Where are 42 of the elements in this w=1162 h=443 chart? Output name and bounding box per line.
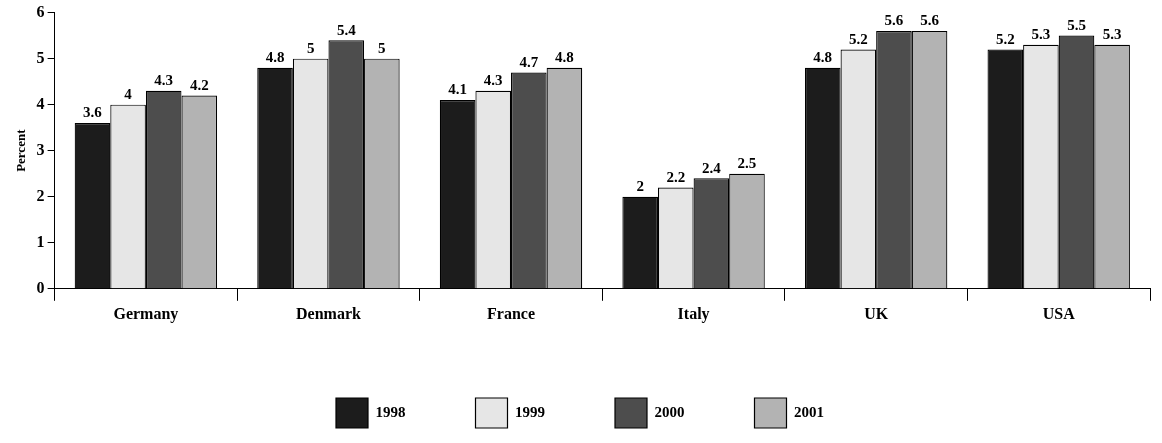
data-label: 5.2	[848, 30, 868, 47]
data-label: 5.6	[920, 12, 940, 29]
data-label: 2.5	[737, 155, 757, 172]
x-tick-label: Denmark	[296, 304, 361, 322]
data-label: 3.6	[83, 104, 103, 121]
data-label: 5.5	[1067, 16, 1086, 33]
data-label: 5.4	[336, 21, 357, 38]
data-label: 2.4	[702, 159, 722, 176]
data-label: 5.3	[1031, 26, 1051, 43]
data-label: 4.7	[519, 53, 539, 70]
data-label: 4.2	[189, 76, 209, 93]
x-tick-label: France	[487, 304, 536, 322]
data-label: 4.8	[813, 49, 833, 66]
data-label: 5	[306, 40, 315, 57]
legend-label: 2000	[654, 403, 685, 420]
y-tick-label: 6	[36, 2, 45, 20]
y-tick-label: 5	[36, 48, 45, 66]
data-label: 4.8	[265, 49, 285, 66]
data-label: 5.6	[884, 12, 904, 29]
data-label: 5.2	[995, 30, 1015, 47]
data-label: 4	[124, 86, 133, 103]
y-tick-label: 3	[36, 140, 45, 158]
data-label: 5.3	[1102, 26, 1122, 43]
data-label: 5	[378, 40, 386, 57]
y-axis-title: Percent	[13, 128, 29, 172]
legend-label: 1999	[515, 403, 545, 420]
y-tick-label: 4	[36, 94, 45, 112]
x-tick-label: Germany	[113, 304, 179, 323]
x-tick-label: UK	[864, 304, 889, 322]
data-label: 4.1	[448, 81, 467, 98]
y-tick-label: 0	[36, 278, 45, 296]
y-tick-label: 1	[36, 232, 45, 250]
legend-label: 2001	[794, 403, 824, 420]
y-tick-label: 2	[36, 186, 45, 204]
data-label: 4.3	[154, 72, 174, 89]
legend-label: 1998	[375, 403, 406, 420]
x-tick-label: Italy	[677, 304, 710, 323]
x-tick-label: USA	[1042, 304, 1076, 322]
data-label: 4.3	[483, 72, 503, 89]
data-label: 2.2	[666, 168, 686, 185]
data-label: 2	[636, 178, 644, 195]
data-label: 4.8	[555, 49, 574, 66]
